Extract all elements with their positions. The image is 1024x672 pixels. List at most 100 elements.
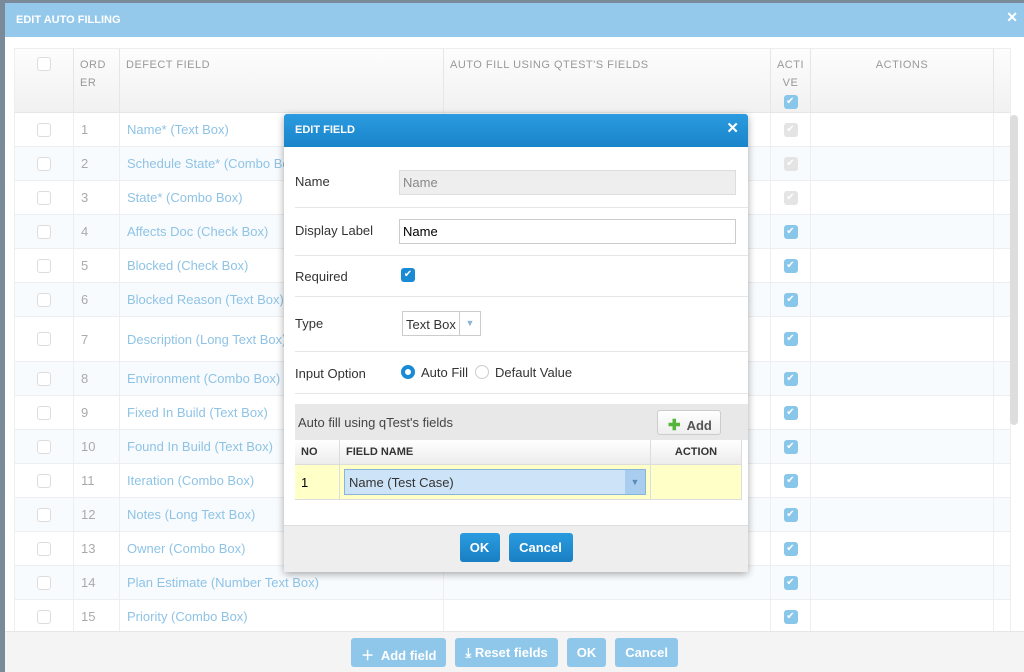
active-checkbox[interactable]: ✔ — [783, 473, 798, 488]
cancel-button[interactable]: Cancel — [615, 638, 678, 667]
order-cell: 3 — [74, 181, 120, 214]
row-checkbox[interactable] — [37, 575, 51, 590]
row-checkbox[interactable] — [37, 292, 51, 307]
row-checkbox[interactable] — [37, 156, 51, 171]
name-input[interactable] — [399, 170, 736, 195]
reset-fields-label: Reset fields — [474, 645, 548, 660]
row-checkbox[interactable] — [37, 405, 51, 420]
dialog-footer: ＋ Add field ⤓ Reset fields OK Cancel — [5, 631, 1024, 672]
row-checkbox[interactable] — [37, 122, 51, 137]
row-checkbox[interactable] — [37, 258, 51, 273]
active-checkbox[interactable]: ✔ — [783, 439, 798, 454]
actions-cell — [811, 181, 994, 214]
download-icon: ⤓ — [465, 645, 472, 660]
table-row: 14 Plan Estimate (Number Text Box) ✔ — [15, 566, 1010, 600]
active-cell: ✔ — [771, 566, 811, 599]
col-auto-fill[interactable]: AUTO FILL USING QTEST'S FIELDS — [444, 49, 771, 112]
active-checkbox[interactable]: ✔ — [783, 609, 798, 624]
col-active-label: ACTIVE — [776, 59, 805, 89]
close-icon[interactable]: ✕ — [1006, 9, 1018, 25]
display-label-input[interactable] — [399, 219, 736, 244]
auto-fill-cell — [444, 532, 771, 565]
dialog-cancel-button[interactable]: Cancel — [508, 533, 573, 562]
auto-fill-radio[interactable]: Auto Fill — [401, 365, 468, 380]
row-select-cell — [15, 532, 74, 565]
row-select-cell — [15, 600, 74, 631]
add-mapping-button[interactable]: ✚ Add — [657, 410, 721, 435]
active-cell: ✔ — [771, 362, 811, 395]
edit-field-footer: OK Cancel — [284, 525, 748, 572]
row-checkbox[interactable] — [37, 507, 51, 522]
auto-fill-cell — [444, 464, 771, 497]
defect-field-link[interactable]: Priority (Combo Box) — [120, 600, 444, 631]
fields-table: ORDER DEFECT FIELD AUTO FILL USING QTEST… — [14, 48, 1011, 632]
name-row: Name — [295, 147, 748, 208]
row-select-cell — [15, 362, 74, 395]
row-checkbox[interactable] — [37, 439, 51, 454]
order-cell: 2 — [74, 147, 120, 180]
actions-cell — [811, 113, 994, 146]
active-checkbox[interactable]: ✔ — [783, 405, 798, 420]
active-all-checkbox[interactable]: ✔ — [783, 95, 798, 109]
dialog-ok-button[interactable]: OK — [459, 533, 500, 562]
actions-cell — [811, 362, 994, 395]
actions-cell — [811, 498, 994, 531]
add-field-button[interactable]: ＋ Add field — [351, 638, 447, 667]
required-checkbox[interactable]: ✔ — [401, 268, 415, 282]
active-cell: ✔ — [771, 317, 811, 361]
auto-fill-cell — [444, 566, 771, 599]
col-defect-field[interactable]: DEFECT FIELD — [120, 49, 444, 112]
auto-fill-cell — [444, 498, 771, 531]
type-select[interactable]: Text Box ▼ — [402, 311, 481, 336]
mapping-row: 1 Name (Test Case) ▼ — [295, 465, 742, 500]
active-cell: ✔ — [771, 215, 811, 248]
row-checkbox[interactable] — [37, 541, 51, 556]
field-name-select[interactable]: Name (Test Case) ▼ — [344, 469, 646, 495]
name-label: Name — [295, 174, 330, 189]
row-select-cell — [15, 147, 74, 180]
active-checkbox[interactable]: ✔ — [783, 332, 798, 346]
active-checkbox[interactable]: ✔ — [783, 541, 798, 556]
active-checkbox[interactable]: ✔ — [783, 575, 798, 590]
col-order[interactable]: ORDER — [74, 49, 120, 112]
row-checkbox[interactable] — [37, 332, 51, 346]
active-cell: ✔ — [771, 430, 811, 463]
scrollbar[interactable] — [1010, 115, 1018, 425]
default-value-radio[interactable]: Default Value — [475, 365, 572, 380]
select-all-checkbox[interactable] — [37, 57, 51, 71]
row-checkbox[interactable] — [37, 473, 51, 488]
row-select-cell — [15, 113, 74, 146]
order-cell: 14 — [74, 566, 120, 599]
actions-cell — [811, 317, 994, 361]
actions-cell — [811, 215, 994, 248]
auto-fill-cell — [444, 283, 771, 316]
row-select-cell — [15, 249, 74, 282]
actions-cell — [811, 566, 994, 599]
row-checkbox[interactable] — [37, 224, 51, 239]
row-checkbox[interactable] — [37, 609, 51, 624]
actions-cell — [811, 283, 994, 316]
auto-fill-cell — [444, 113, 771, 146]
order-cell: 7 — [74, 317, 120, 361]
active-checkbox[interactable]: ✔ — [783, 371, 798, 386]
ok-button[interactable]: OK — [566, 638, 607, 667]
defect-field-link[interactable]: Plan Estimate (Number Text Box) — [120, 566, 444, 599]
active-checkbox[interactable]: ✔ — [783, 507, 798, 522]
actions-cell — [811, 430, 994, 463]
reset-fields-button[interactable]: ⤓ Reset fields — [455, 638, 558, 667]
actions-cell — [811, 600, 994, 631]
active-checkbox[interactable]: ✔ — [783, 224, 798, 239]
active-checkbox[interactable]: ✔ — [783, 258, 798, 273]
table-row: 15 Priority (Combo Box) ✔ — [15, 600, 1010, 631]
row-checkbox[interactable] — [37, 371, 51, 386]
row-select-cell — [15, 498, 74, 531]
auto-fill-cell — [444, 430, 771, 463]
add-field-label: Add field — [380, 648, 437, 663]
row-checkbox[interactable] — [37, 190, 51, 205]
required-row: Required ✔ — [295, 256, 748, 297]
close-icon[interactable]: ✕ — [726, 120, 739, 137]
col-action: ACTION — [651, 440, 742, 464]
row-select-cell — [15, 215, 74, 248]
active-checkbox[interactable]: ✔ — [783, 292, 798, 307]
order-cell: 13 — [74, 532, 120, 565]
